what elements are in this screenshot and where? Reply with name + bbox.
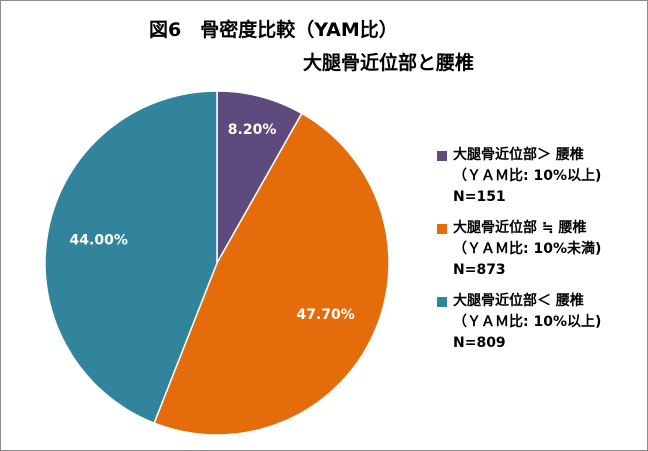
legend-item-2: 大腿骨近位部＜ 腰椎 （ＹＡＭ比: 10%以上) N=809 bbox=[437, 291, 642, 354]
chart-subtitle: 大腿骨近位部と腰椎 bbox=[303, 52, 475, 74]
legend-line-1-2: N=873 bbox=[453, 262, 506, 278]
chart-title: 図6 骨密度比較（YAM比） bbox=[149, 19, 398, 41]
legend-line-0-2: N=151 bbox=[453, 189, 506, 205]
pie-slice-0 bbox=[216, 90, 303, 266]
legend-label-2: 大腿骨近位部＜ 腰椎 （ＹＡＭ比: 10%以上) N=809 bbox=[453, 291, 642, 354]
legend-label-0: 大腿骨近位部＞ 腰椎 （ＹＡＭ比: 10%以上) N=151 bbox=[453, 145, 642, 208]
pie-slice-2 bbox=[44, 90, 218, 425]
legend-label-1: 大腿骨近位部 ≒ 腰椎 （ＹＡＭ比: 10%未満) N=873 bbox=[453, 218, 642, 281]
data-label-1: 47.70% bbox=[297, 307, 355, 323]
legend-line-2-2: N=809 bbox=[453, 335, 506, 351]
legend-swatch-1 bbox=[437, 224, 447, 234]
data-label-2: 44.00% bbox=[70, 233, 128, 249]
chart-legend: 大腿骨近位部＞ 腰椎 （ＹＡＭ比: 10%以上) N=151 大腿骨近位部 ≒ 腰椎 （… bbox=[437, 145, 642, 364]
legend-line-1-1: （ＹＡＭ比: 10%未満) bbox=[453, 241, 602, 257]
legend-item-0: 大腿骨近位部＞ 腰椎 （ＹＡＭ比: 10%以上) N=151 bbox=[437, 145, 642, 208]
legend-swatch-2 bbox=[437, 297, 447, 307]
legend-item-1: 大腿骨近位部 ≒ 腰椎 （ＹＡＭ比: 10%未満) N=873 bbox=[437, 218, 642, 281]
data-label-0: 8.20% bbox=[228, 122, 277, 138]
pie-slice-1 bbox=[153, 112, 390, 436]
legend-line-0-0: 大腿骨近位部＞ 腰椎 bbox=[453, 147, 584, 163]
legend-swatch-0 bbox=[437, 151, 447, 161]
legend-line-0-1: （ＹＡＭ比: 10%以上) bbox=[453, 168, 602, 184]
legend-line-1-0: 大腿骨近位部 ≒ 腰椎 bbox=[453, 220, 587, 236]
legend-line-2-0: 大腿骨近位部＜ 腰椎 bbox=[453, 293, 584, 309]
legend-line-2-1: （ＹＡＭ比: 10%以上) bbox=[453, 314, 602, 330]
